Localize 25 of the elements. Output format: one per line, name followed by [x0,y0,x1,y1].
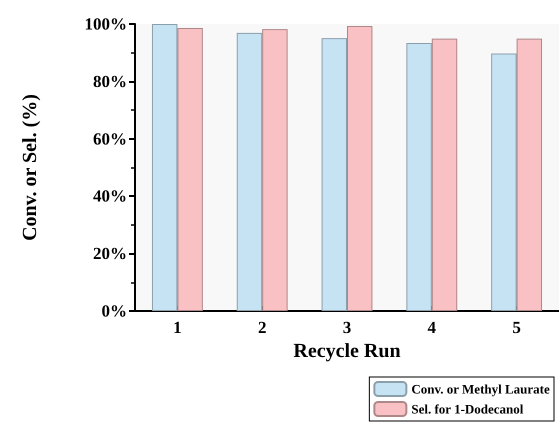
x-tick-label: 1 [173,318,182,337]
y-tick-label: 60% [93,129,127,148]
bar [432,38,458,311]
bar [516,38,542,311]
bar [491,54,517,311]
y-tick-label: 0% [102,302,127,320]
y-tick-label: 80% [93,72,127,91]
bar [406,42,432,311]
legend-label: Sel. for 1-Dodecanol [411,402,524,416]
x-axis-title: Recycle Run [293,340,401,362]
x-tick-label: 2 [258,318,266,337]
y-tick-label: 100% [84,14,127,34]
x-tick-label: 4 [428,318,437,337]
bar [177,28,203,311]
x-tick-label: 3 [342,318,352,337]
bar [262,29,288,311]
legend-label: Conv. or Methyl Laurate [411,382,550,396]
bar [347,26,372,311]
x-tick-label: 5 [512,318,521,337]
bar [152,24,178,311]
y-tick-label: 20% [93,244,127,264]
bar [322,38,347,311]
y-axis-title: Conv. or Sel. (%) [19,94,41,241]
y-tick-label: 40% [93,186,127,206]
bar [236,32,262,311]
